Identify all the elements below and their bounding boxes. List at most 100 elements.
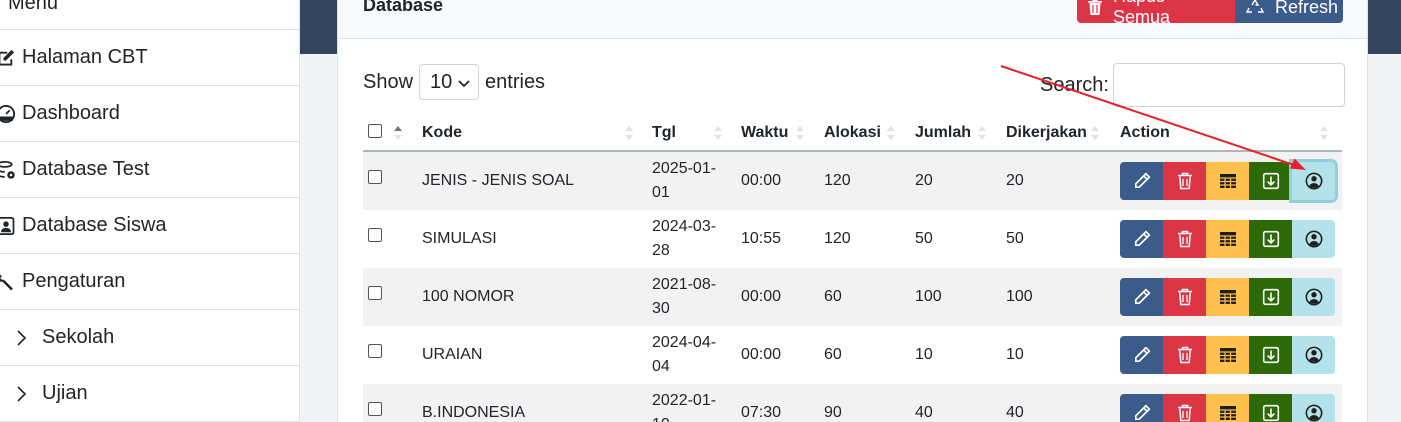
download-button[interactable]: [1249, 336, 1292, 374]
delete-button[interactable]: [1163, 220, 1206, 258]
hapus-semua-button[interactable]: Hapus Semua: [1077, 0, 1235, 27]
user-button[interactable]: [1292, 394, 1335, 422]
person-circle-icon: [1305, 288, 1322, 306]
download-button[interactable]: [1249, 162, 1292, 200]
search-input[interactable]: [1112, 63, 1345, 107]
sidebar-subitem-sekolah[interactable]: Sekolah: [0, 310, 299, 366]
column-header-jumlah[interactable]: Jumlah: [915, 124, 972, 141]
delete-button[interactable]: [1163, 336, 1206, 374]
row-checkbox[interactable]: [368, 344, 382, 358]
entries-label: entries: [485, 70, 546, 93]
report-button[interactable]: [1206, 394, 1249, 422]
edit-button[interactable]: [1120, 162, 1163, 200]
row-actions: [1120, 220, 1335, 258]
sidebar-item-database-siswa[interactable]: Database Siswa: [0, 198, 299, 254]
table-icon: [1219, 232, 1236, 246]
recycle-icon: [1245, 0, 1265, 16]
delete-button[interactable]: [1163, 162, 1206, 200]
download-button[interactable]: [1249, 278, 1292, 316]
delete-button[interactable]: [1163, 394, 1206, 422]
sort-icon[interactable]: [795, 123, 805, 143]
show-label: Show: [363, 70, 414, 93]
speedometer-icon: [0, 102, 20, 126]
sort-icon[interactable]: [624, 123, 634, 143]
column-header-tgl[interactable]: Tgl: [652, 124, 676, 141]
column-header-alokasi[interactable]: Alokasi: [824, 124, 881, 141]
cell-tgl-line1: 2022-01-: [652, 392, 717, 409]
person-badge-icon: [0, 214, 20, 238]
person-circle-icon: [1305, 346, 1322, 364]
card-title: Database: [363, 0, 444, 15]
row-checkbox[interactable]: [368, 228, 382, 242]
cell-kode: 100 NOMOR: [422, 288, 515, 305]
cell-jumlah: 40: [915, 404, 933, 421]
edit-button[interactable]: [1120, 278, 1163, 316]
person-circle-icon: [1305, 230, 1322, 248]
report-button[interactable]: [1206, 162, 1249, 200]
sort-icon[interactable]: [1319, 123, 1329, 143]
refresh-button[interactable]: Refresh: [1235, 0, 1343, 23]
column-header-waktu[interactable]: Waktu: [741, 124, 789, 141]
sidebar-item-database-test[interactable]: Database Test: [0, 142, 299, 198]
chevron-right-icon: [16, 329, 36, 347]
cell-kode: JENIS - JENIS SOAL: [422, 172, 575, 189]
row-actions: [1120, 278, 1335, 316]
sort-icon[interactable]: [977, 123, 987, 143]
user-button[interactable]: [1292, 220, 1335, 258]
cell-tgl-line2: 10: [652, 413, 716, 422]
trash-icon: [1177, 346, 1192, 364]
cell-tgl-line1: 2025-01-: [652, 160, 717, 177]
edit-button[interactable]: [1120, 394, 1163, 422]
database-table: Kode Tgl Waktu Alokasi Jumlah Dikerjakan…: [363, 116, 1342, 422]
download-icon: [1262, 404, 1279, 422]
cell-waktu: 00:00: [741, 346, 782, 363]
cell-dikerjakan: 40: [1006, 404, 1024, 421]
row-checkbox[interactable]: [368, 170, 382, 184]
cell-tgl: 2025-01- 01: [652, 157, 716, 205]
row-actions: [1120, 394, 1335, 422]
sidebar-item-pengaturan[interactable]: Pengaturan: [0, 254, 299, 310]
sidebar-item-dashboard[interactable]: Dashboard: [0, 86, 299, 142]
select-all-checkbox[interactable]: [368, 124, 382, 138]
table-row: URAIAN 2024-04- 04 00:00 60 10 10: [363, 326, 1342, 384]
search-label: Search:: [1040, 73, 1109, 96]
edit-button[interactable]: [1120, 220, 1163, 258]
user-button[interactable]: [1292, 278, 1335, 316]
download-button[interactable]: [1249, 394, 1292, 422]
edit-button[interactable]: [1120, 336, 1163, 374]
column-header-kode[interactable]: Kode: [422, 124, 462, 141]
cell-alokasi: 60: [824, 346, 842, 363]
sidebar-item-label: Database Test: [22, 158, 150, 180]
delete-button[interactable]: [1163, 278, 1206, 316]
person-circle-icon: [1305, 172, 1322, 190]
pencil-icon: [1134, 288, 1151, 305]
column-header-dikerjakan[interactable]: Dikerjakan: [1006, 124, 1087, 141]
trash-icon: [1177, 288, 1192, 306]
user-button[interactable]: [1292, 162, 1335, 200]
user-button[interactable]: [1292, 336, 1335, 374]
sort-icon[interactable]: [393, 123, 403, 143]
report-button[interactable]: [1206, 220, 1249, 258]
sort-icon[interactable]: [1090, 123, 1100, 143]
report-button[interactable]: [1206, 336, 1249, 374]
sort-icon[interactable]: [713, 123, 723, 143]
cell-tgl-line2: 28: [652, 242, 670, 259]
hapus-semua-label: Hapus Semua: [1113, 0, 1171, 27]
row-checkbox[interactable]: [368, 402, 382, 416]
sidebar-subitem-ujian[interactable]: Ujian: [0, 366, 299, 422]
cell-tgl: 2024-03- 28: [652, 215, 716, 263]
cell-kode: SIMULASI: [422, 230, 497, 247]
sort-icon[interactable]: [886, 123, 896, 143]
cell-dikerjakan: 50: [1006, 230, 1024, 247]
sidebar-item-halaman-cbt[interactable]: Halaman CBT: [0, 30, 299, 86]
cell-jumlah: 10: [915, 346, 933, 363]
chevron-right-icon: [16, 385, 36, 403]
sidebar-item-label: Pengaturan: [22, 270, 126, 292]
report-button[interactable]: [1206, 278, 1249, 316]
entries-select[interactable]: 10: [419, 64, 480, 100]
row-checkbox[interactable]: [368, 286, 382, 300]
sidebar-subitem-label: Ujian: [42, 382, 88, 404]
cell-dikerjakan: 20: [1006, 172, 1024, 189]
download-button[interactable]: [1249, 220, 1292, 258]
pencil-icon: [1134, 346, 1151, 363]
